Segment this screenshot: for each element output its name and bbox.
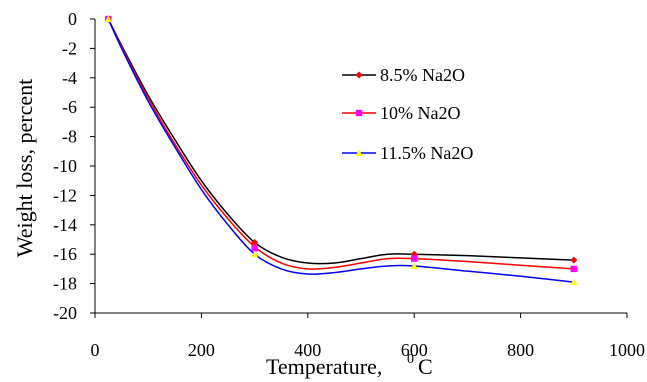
data-point-1: [251, 245, 258, 252]
legend-label-1: 10% Na2O: [380, 103, 460, 123]
y-tick-label: -16: [53, 244, 77, 264]
series-line-2: [107, 18, 574, 283]
x-axis-title-degree: 0: [407, 352, 414, 367]
series-layer: [107, 18, 574, 283]
y-tick-label: -12: [53, 185, 77, 205]
x-tick-label: 400: [294, 340, 321, 360]
legend-marker-2: [355, 149, 363, 156]
y-tick-label: -6: [62, 97, 77, 117]
x-axis-ticks: 0 200 400 600 800 1000: [91, 313, 645, 360]
data-point-1: [411, 255, 418, 262]
data-point-2: [251, 250, 259, 258]
y-tick-label: -14: [53, 215, 77, 235]
legend-label-2: 11.5% Na2O: [380, 143, 473, 163]
x-axis-title-unit: C: [418, 354, 433, 379]
x-tick-label: 1000: [609, 340, 645, 360]
data-point-2: [410, 262, 418, 269]
legend: 8.5% Na2O 10% Na2O 11.5% Na2O: [342, 65, 473, 163]
data-point-2: [104, 15, 112, 22]
series-line-1: [107, 18, 574, 270]
series-line-0: [107, 18, 574, 265]
legend-marker-1: [355, 109, 363, 117]
marker-layer: [104, 15, 578, 286]
data-point-1: [570, 265, 577, 273]
x-tick-label: 800: [507, 340, 534, 360]
x-tick-label: 0: [91, 340, 100, 360]
data-point-0: [251, 238, 259, 246]
data-point-0: [570, 256, 578, 264]
legend-label-0: 8.5% Na2O: [380, 65, 465, 85]
data-point-2: [570, 278, 578, 286]
y-tick-label: -10: [53, 156, 77, 176]
x-tick-label: 200: [188, 340, 215, 360]
y-tick-label: -20: [53, 303, 77, 323]
y-axis-ticks: 0 -2 -4 -6 -8 -10 -12 -14 -16 -18 -20: [53, 9, 95, 323]
x-axis-title: Temperature,: [266, 354, 382, 379]
y-axis-title: Weight loss, percent: [12, 79, 37, 257]
y-tick-label: 0: [68, 9, 77, 29]
y-tick-label: -18: [53, 274, 77, 294]
data-point-0: [410, 250, 418, 258]
x-tick-label: 600: [401, 340, 428, 360]
y-tick-label: -2: [62, 38, 77, 58]
y-tick-label: -8: [62, 127, 77, 147]
y-tick-label: -4: [62, 68, 77, 88]
legend-marker-0: [355, 71, 363, 79]
